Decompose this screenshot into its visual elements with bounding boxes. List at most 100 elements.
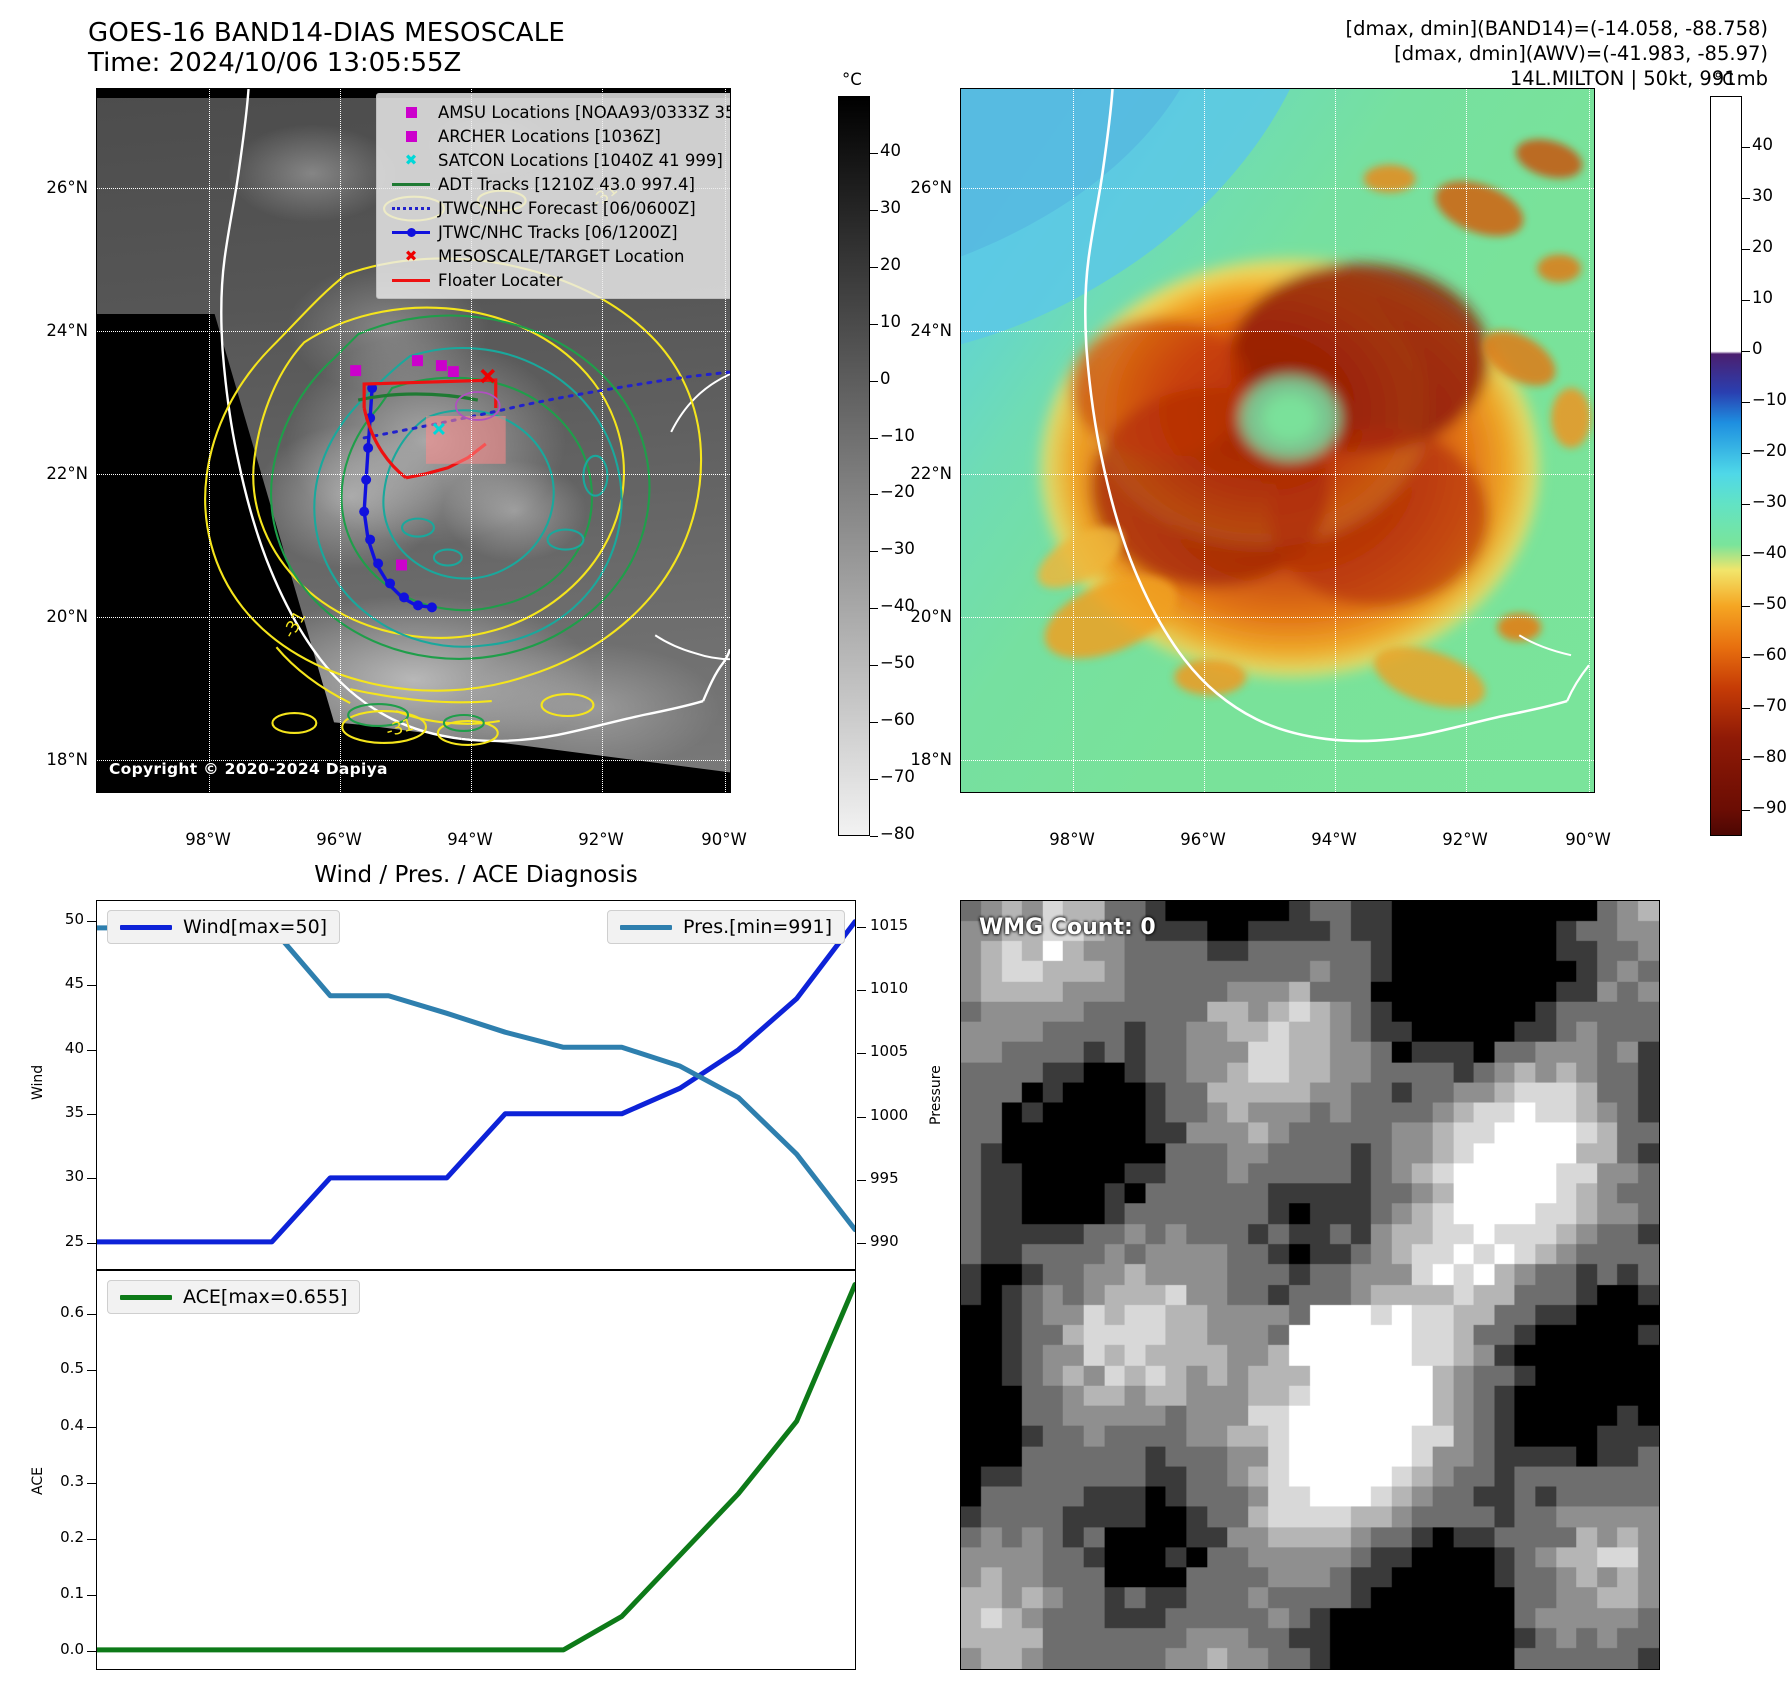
axis-tickmark <box>87 985 96 987</box>
magenta-square-icon <box>384 130 438 142</box>
temperature-contours: -31 -31 -31 <box>204 179 703 746</box>
wmg-mosaic-panel[interactable]: WMG Count: 0 <box>960 900 1660 1670</box>
awv-lat-tick-22n: 22°N <box>910 464 952 483</box>
wind-pressure-chart[interactable]: Wind[max=50] Pres.[min=991] <box>96 900 856 1270</box>
axis-tick-label: 1005 <box>870 1042 909 1061</box>
ir-lon-tick-96w: 96°W <box>316 830 362 849</box>
page-title-block: GOES-16 BAND14-DIAS MESOSCALE Time: 2024… <box>88 18 565 78</box>
axis-tick-label: 0.0 <box>60 1639 84 1658</box>
colorbar-tickmark <box>1742 402 1750 404</box>
ir-lat-tick-18n: 18°N <box>46 750 88 769</box>
cyan-x-icon: ✖ <box>404 150 418 169</box>
legend-label-floater: Floater Locater <box>438 270 563 290</box>
colorbar-tick: 0 <box>880 368 891 388</box>
legend-label-adt: ADT Tracks [1210Z 43.0 997.4] <box>438 174 695 194</box>
dmax-dmin-band14: [dmax, dmin](BAND14)=(-14.058, -88.758) <box>1345 17 1768 40</box>
colorbar-tickmark <box>1742 351 1750 353</box>
blue-dotted-line-icon <box>384 206 438 210</box>
axis-tick-label: 40 <box>64 1038 84 1057</box>
wind-line-swatch <box>120 924 172 930</box>
awv-lon-tick-94w: 94°W <box>1311 830 1357 849</box>
colorbar-tick: 0 <box>1752 339 1763 359</box>
colorbar-tickmark <box>1742 453 1750 455</box>
axis-tickmark <box>857 1053 866 1055</box>
colorbar-tickmark <box>1742 504 1750 506</box>
axis-tickmark <box>87 920 96 922</box>
colorbar-tick: 10 <box>880 311 901 331</box>
colorbar-tickmark <box>870 551 878 553</box>
pressure-line-swatch <box>620 924 672 930</box>
colorbar-tickmark <box>870 266 878 268</box>
axis-tickmark <box>857 926 866 928</box>
colorbar-tick: 10 <box>1752 288 1773 308</box>
colorbar-tick: −70 <box>1752 696 1787 716</box>
axis-tickmark <box>87 1242 96 1244</box>
legend-row-tracks: JTWC/NHC Tracks [06/1200Z] <box>384 220 730 244</box>
awv-enhanced-map[interactable] <box>960 88 1595 793</box>
axis-tick-label: 0.3 <box>60 1471 84 1490</box>
axis-tick-label: 0.6 <box>60 1303 84 1322</box>
axis-tick-label: 1010 <box>870 979 909 998</box>
axis-tickmark <box>87 1426 96 1428</box>
axis-tick-label: 30 <box>64 1167 84 1186</box>
colorbar-tickmark <box>870 437 878 439</box>
ir-band14-map[interactable]: -31 -31 -31 <box>96 88 731 793</box>
ir-lat-tick-26n: 26°N <box>46 178 88 197</box>
ace-line-swatch <box>120 1294 172 1300</box>
colorbar-tick: −60 <box>880 710 915 730</box>
colorbar-tick: −40 <box>880 596 915 616</box>
satcon-markers <box>432 422 445 435</box>
axis-tickmark <box>87 1314 96 1316</box>
legend-row-forecast: JTWC/NHC Forecast [06/0600Z] <box>384 196 730 220</box>
colorbar-tickmark <box>1742 657 1750 659</box>
axis-tick-label: 995 <box>870 1168 899 1187</box>
coastline-overlay <box>220 89 730 743</box>
axis-tick-label: 1000 <box>870 1105 909 1124</box>
ir-lat-tick-20n: 20°N <box>46 607 88 626</box>
awv-colorbar-unit: °C <box>1714 70 1734 89</box>
ir-lon-tick-98w: 98°W <box>185 830 231 849</box>
dmax-dmin-awv: [dmax, dmin](AWV)=(-41.983, -85.97) <box>1394 42 1768 65</box>
ir-lat-tick-22n: 22°N <box>46 464 88 483</box>
ace-plot-area <box>97 1271 855 1669</box>
header-info: [dmax, dmin](BAND14)=(-14.058, -88.758) … <box>1346 16 1768 91</box>
colorbar-tickmark <box>870 323 878 325</box>
colorbar-tickmark <box>1742 759 1750 761</box>
axis-tickmark <box>857 1243 866 1245</box>
legend-label-amsu: AMSU Locations [NOAA93/0333Z 35 1000] <box>438 102 730 122</box>
red-x-icon: ✖ <box>404 246 418 265</box>
colorbar-tick: −30 <box>1752 492 1787 512</box>
series-line-presmin <box>97 928 855 1230</box>
colorbar-tickmark <box>1742 198 1750 200</box>
legend-ace: ACE[max=0.655] <box>107 1280 361 1314</box>
axis-tickmark <box>857 1116 866 1118</box>
colorbar-tick: −80 <box>880 824 915 843</box>
colorbar-tickmark <box>870 836 878 837</box>
axis-tickmark <box>87 1049 96 1051</box>
colorbar-tick: 40 <box>1752 135 1773 155</box>
axis-tickmark <box>87 1113 96 1115</box>
ir-lon-tick-94w: 94°W <box>447 830 493 849</box>
ace-chart[interactable]: ACE[max=0.655] <box>96 1270 856 1670</box>
axis-tick-label: 1015 <box>870 915 909 934</box>
legend-label-mesoscale: MESOSCALE/TARGET Location <box>438 246 685 266</box>
colorbar-tickmark <box>870 722 878 724</box>
colorbar-tick: −90 <box>1752 798 1787 818</box>
colorbar-tick: −80 <box>1752 747 1787 767</box>
axis-tickmark <box>87 1482 96 1484</box>
colorbar-tickmark <box>870 209 878 211</box>
legend-row-satcon: ✖ SATCON Locations [1040Z 41 999] <box>384 148 730 172</box>
awv-lat-tick-20n: 20°N <box>910 607 952 626</box>
colorbar-tickmark <box>870 608 878 610</box>
green-line-icon <box>384 182 438 186</box>
axis-tick-label: 50 <box>64 909 84 928</box>
axis-tick-label: 990 <box>870 1232 899 1251</box>
legend-row-mesoscale: ✖ MESOSCALE/TARGET Location <box>384 244 730 268</box>
colorbar-tick: −20 <box>880 482 915 502</box>
axis-tickmark <box>857 990 866 992</box>
series-line-windmax <box>97 922 855 1242</box>
colorbar-tick: −30 <box>880 539 915 559</box>
axis-tickmark <box>87 1538 96 1540</box>
storm-summary: 14L.MILTON | 50kt, 991mb <box>1509 67 1768 90</box>
